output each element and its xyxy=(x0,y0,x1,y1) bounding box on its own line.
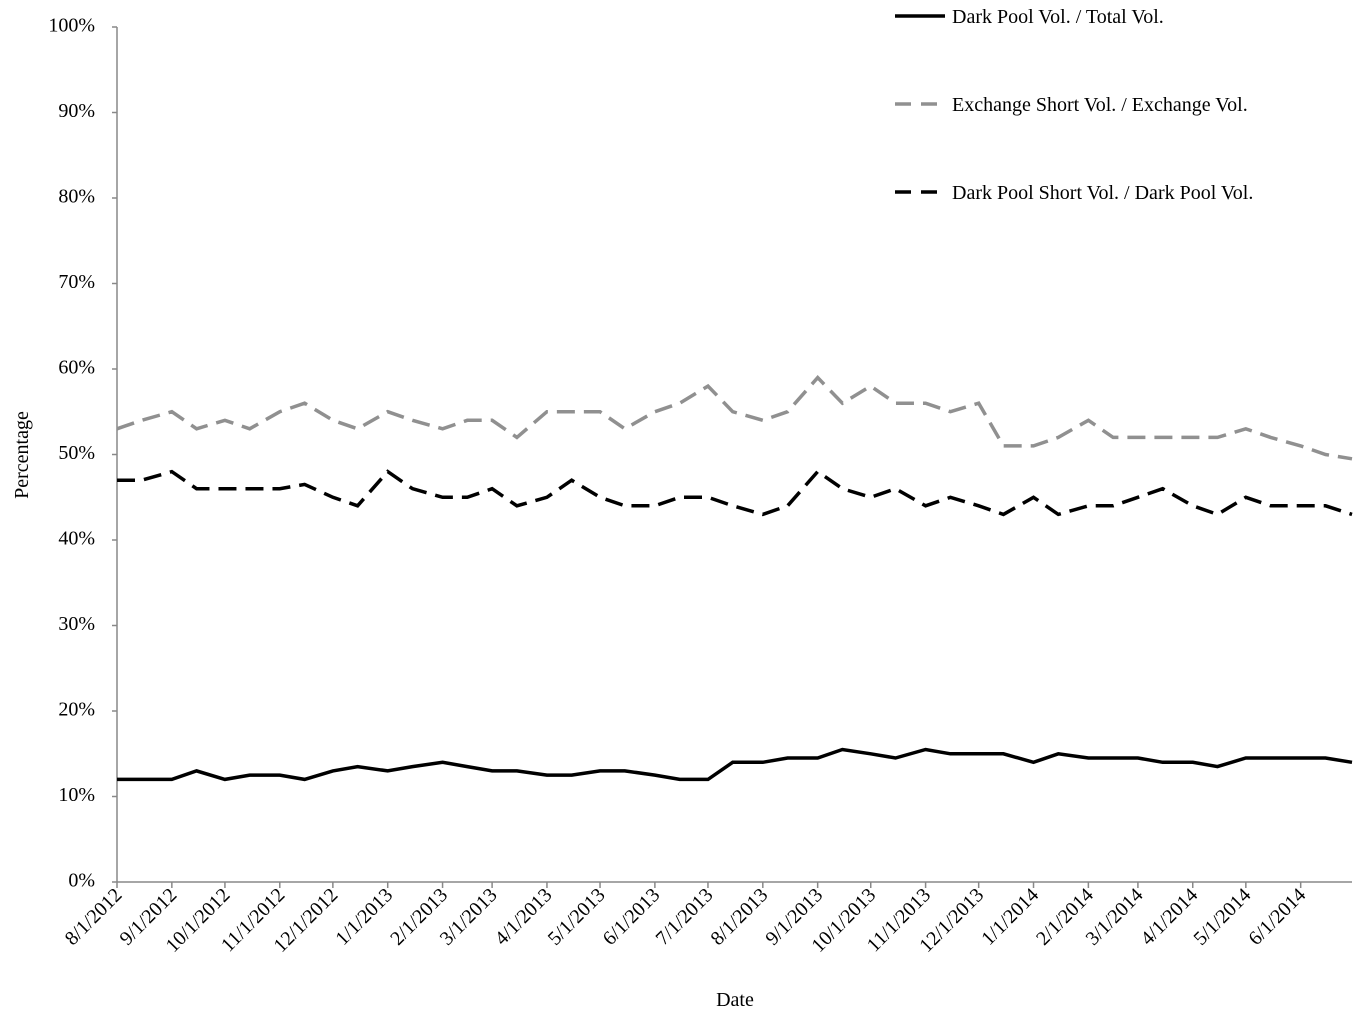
y-tick-label: 50% xyxy=(58,442,95,464)
y-tick-label: 20% xyxy=(58,699,95,721)
x-tick-label: 1/1/2014 xyxy=(977,884,1043,950)
x-tick-label: 1/1/2013 xyxy=(331,884,397,950)
y-tick-label: 60% xyxy=(58,357,95,379)
y-tick-label: 10% xyxy=(58,784,95,806)
x-tick-label: 6/1/2013 xyxy=(599,884,665,950)
y-tick-label: 30% xyxy=(58,613,95,635)
y-tick-label: 40% xyxy=(58,528,95,550)
x-tick-label: 8/1/2012 xyxy=(61,884,127,950)
y-tick-label: 0% xyxy=(68,870,95,892)
x-tick-label: 5/1/2014 xyxy=(1190,884,1256,950)
y-axis-title: Percentage xyxy=(11,411,33,499)
legend-label: Dark Pool Short Vol. / Dark Pool Vol. xyxy=(952,182,1253,204)
y-tick-label: 90% xyxy=(58,100,95,122)
x-tick-label: 8/1/2013 xyxy=(706,884,772,950)
x-tick-label: 4/1/2013 xyxy=(491,884,557,950)
x-tick-label: 5/1/2013 xyxy=(544,884,610,950)
x-tick-label: 4/1/2014 xyxy=(1136,884,1202,950)
y-tick-label: 100% xyxy=(48,15,95,37)
legend-label: Dark Pool Vol. / Total Vol. xyxy=(952,6,1164,28)
line-series xyxy=(117,469,1353,517)
x-tick-label: 6/1/2014 xyxy=(1244,884,1310,950)
line-series xyxy=(116,375,1353,461)
x-axis-title: Date xyxy=(716,989,754,1011)
line-series xyxy=(117,747,1353,782)
x-tick-label: 7/1/2013 xyxy=(652,884,718,950)
y-tick-label: 80% xyxy=(58,186,95,208)
legend-label: Exchange Short Vol. / Exchange Vol. xyxy=(952,94,1248,116)
y-tick-label: 70% xyxy=(58,271,95,293)
